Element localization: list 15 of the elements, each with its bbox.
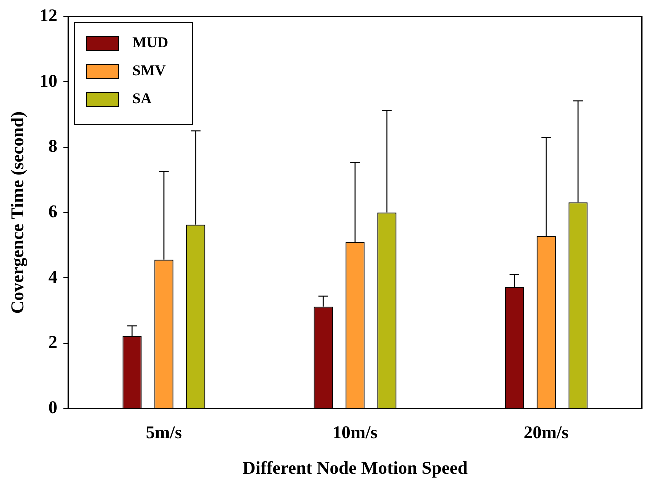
legend-label: SA [132, 92, 152, 108]
x-axis-title: Different Node Motion Speed [242, 458, 468, 478]
y-tick-label: 2 [48, 332, 58, 352]
legend-label: MUD [132, 36, 169, 52]
y-tick-label: 6 [48, 201, 58, 222]
y-tick-label: 8 [48, 136, 58, 156]
x-tick-label: 10m/s [332, 422, 378, 442]
x-tick-label: 20m/s [524, 422, 569, 442]
y-tick-label: 10 [40, 70, 58, 91]
y-tick-label: 0 [48, 397, 58, 418]
y-axis-title: Covergence Time (second) [7, 112, 28, 314]
x-tick-label: 5m/s [146, 422, 182, 442]
y-tick-label: 12 [40, 5, 58, 26]
y-tick-label: 4 [48, 266, 58, 287]
legend-label: SMV [132, 64, 166, 80]
